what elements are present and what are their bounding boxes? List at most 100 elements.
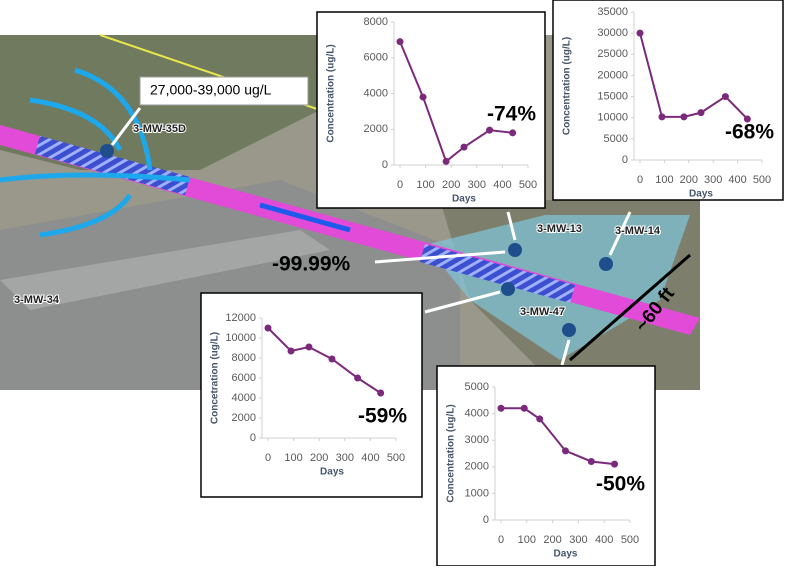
y-tick-label: 4000 (465, 408, 489, 420)
data-point (264, 324, 272, 332)
data-point (377, 389, 385, 397)
y-tick-label: 8000 (364, 16, 388, 28)
x-tick-label: 500 (519, 179, 537, 191)
x-tick-label: 0 (637, 174, 643, 186)
y-tick-label: 4000 (232, 392, 256, 404)
x-tick-label: 400 (595, 534, 613, 546)
data-point (587, 457, 595, 465)
data-point (354, 374, 362, 382)
inset-chart: 0 1000 2000 3000 4000 5000 0 100 200 300 400 500 Day… (436, 365, 656, 567)
data-point (305, 343, 313, 351)
x-tick-label: 200 (543, 534, 561, 546)
well-point (599, 257, 613, 271)
well-label: 3-MW-34 (14, 294, 60, 306)
data-point (636, 29, 644, 37)
reduction-label: -99.99% (272, 253, 351, 276)
chart-box (552, 0, 784, 201)
change-label: -50% (596, 473, 645, 496)
y-tick-label: 0 (250, 432, 256, 444)
inset-chart: 0 2000 4000 6000 8000 10000 12000 0 100 200 300 400… (200, 292, 423, 498)
x-tick-label: 500 (753, 174, 771, 186)
data-point (396, 38, 404, 46)
data-point (328, 355, 336, 363)
plume-hatch (35, 136, 190, 195)
plume-hatch (420, 244, 575, 303)
y-tick-label: 6000 (232, 372, 256, 384)
y-tick-label: 2000 (364, 123, 388, 135)
data-point (658, 113, 666, 121)
y-tick-label: 2000 (232, 412, 256, 424)
x-tick-label: 200 (310, 452, 328, 464)
road-lane (0, 230, 330, 310)
y-tick-label: 3000 (465, 434, 489, 446)
flow-arrows (0, 67, 191, 238)
x-tick-label: 100 (655, 174, 673, 186)
y-axis-label: Concentration (ug/L) (326, 44, 337, 142)
x-tick-label: 300 (468, 179, 486, 191)
data-point (562, 447, 569, 455)
y-tick-label: 12000 (225, 312, 256, 324)
x-tick-label: 100 (284, 452, 302, 464)
well-label: 3-MW-47 (520, 306, 565, 318)
data-point (442, 157, 450, 165)
y-tick-label: 8000 (232, 352, 256, 364)
data-point (419, 93, 427, 101)
x-tick-label: 400 (361, 452, 379, 464)
y-tick-label: 10000 (225, 332, 256, 344)
flow-arrow (259, 202, 351, 233)
scale-line (569, 253, 691, 362)
x-tick-label: 200 (442, 179, 460, 191)
wells (100, 144, 613, 337)
well-point (100, 144, 114, 158)
change-label: -68% (725, 121, 774, 144)
y-tick-label: 6000 (364, 52, 388, 64)
change-label: -74% (487, 103, 536, 126)
well-point (508, 243, 522, 257)
y-tick-label: 0 (622, 154, 628, 166)
well-label: 3-MW-13 (537, 223, 582, 235)
well-label: 3-MW-35D (133, 123, 186, 135)
data-point (680, 113, 688, 121)
data-point (520, 404, 528, 412)
series-line (501, 407, 615, 466)
well-point (501, 282, 515, 296)
y-tick-label: 5000 (465, 381, 489, 393)
well-point (562, 323, 576, 337)
y-tick-label: 30000 (597, 27, 628, 39)
change-label: -59% (358, 405, 407, 428)
data-point (287, 347, 295, 355)
data-point (721, 93, 729, 101)
data-point (697, 109, 705, 117)
data-point (497, 404, 505, 412)
y-tick-label: 10000 (597, 112, 628, 124)
series-line (639, 32, 749, 120)
y-tick-label: 35000 (597, 6, 628, 18)
y-tick-label: 15000 (597, 90, 628, 102)
y-axis-label: Concentration (ug/L) (562, 37, 573, 135)
x-tick-label: 300 (704, 174, 722, 186)
pointer-arrows (110, 107, 632, 366)
x-tick-label: 400 (493, 179, 511, 191)
chart-box (436, 365, 656, 567)
y-tick-label: 20000 (597, 69, 628, 81)
x-axis-label: Days (320, 467, 344, 478)
data-point (460, 143, 468, 151)
callout: 27,000-39,000 ug/L (150, 82, 272, 98)
y-tick-label: 4000 (364, 87, 388, 99)
x-tick-label: 300 (569, 534, 587, 546)
y-tick-label: 5000 (604, 133, 628, 145)
inset-chart: 0 2000 4000 6000 8000 0 100 200 300 400 500 Days Con… (316, 11, 546, 209)
x-tick-label: 300 (336, 452, 354, 464)
x-tick-label: 400 (728, 174, 746, 186)
y-tick-label: 0 (382, 159, 388, 171)
data-point (509, 129, 517, 137)
y-tick-label: 2000 (465, 461, 489, 473)
y-tick-label: 0 (483, 514, 489, 526)
x-tick-label: 0 (498, 534, 504, 546)
y-tick-label: 1000 (465, 487, 489, 499)
x-tick-label: 100 (518, 534, 536, 546)
x-tick-label: 500 (621, 534, 639, 546)
chart-box (200, 292, 423, 498)
y-axis-label: Concetration (ug/L) (210, 332, 221, 424)
x-axis-label: Days (689, 189, 713, 200)
